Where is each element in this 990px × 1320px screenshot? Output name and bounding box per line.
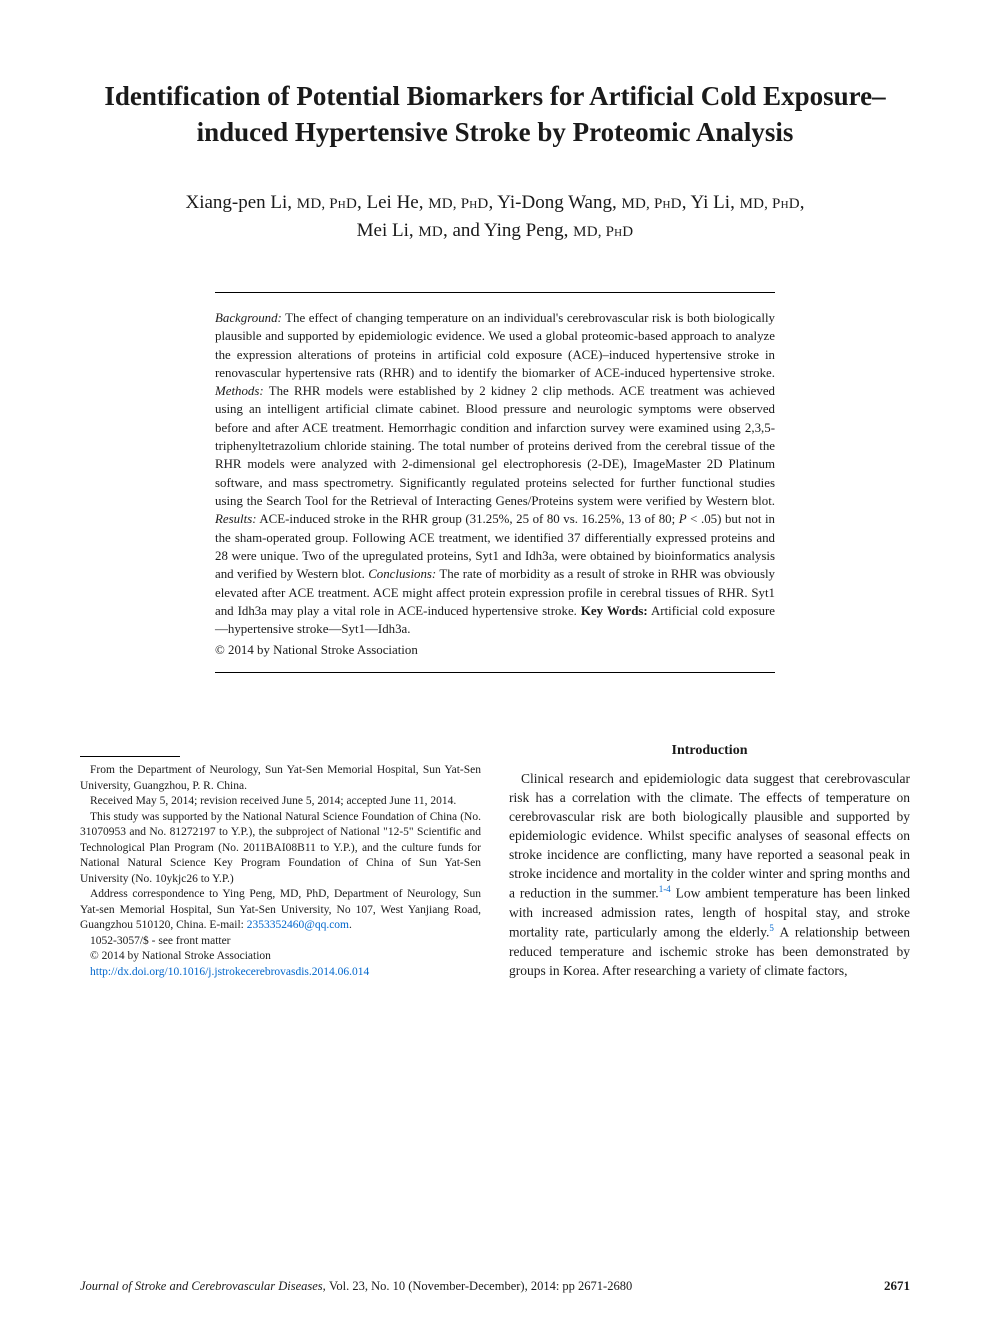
two-column-region: From the Department of Neurology, Sun Ya… bbox=[80, 743, 910, 981]
footnote-line: Received May 5, 2014; revision received … bbox=[80, 794, 481, 810]
footnote-line: http://dx.doi.org/10.1016/j.jstrokecereb… bbox=[80, 965, 481, 981]
introduction-paragraph: Clinical research and epidemiologic data… bbox=[509, 769, 910, 981]
footnotes-column: From the Department of Neurology, Sun Ya… bbox=[80, 743, 481, 981]
footnote-line: From the Department of Neurology, Sun Ya… bbox=[80, 763, 481, 794]
footnote-line: Address correspondence to Ying Peng, MD,… bbox=[80, 887, 481, 934]
footnote-line: © 2014 by National Stroke Association bbox=[80, 949, 481, 965]
introduction-column: Introduction Clinical research and epide… bbox=[509, 743, 910, 981]
journal-citation: Journal of Stroke and Cerebrovascular Di… bbox=[80, 1279, 632, 1294]
section-heading-introduction: Introduction bbox=[509, 743, 910, 759]
page-footer: Journal of Stroke and Cerebrovascular Di… bbox=[80, 1278, 910, 1294]
page-number: 2671 bbox=[884, 1278, 910, 1294]
footnote-line: 1052-3057/$ - see front matter bbox=[80, 934, 481, 950]
author-list: Xiang-pen Li, MD, PhD, Lei He, MD, PhD, … bbox=[80, 189, 910, 246]
footnotes: From the Department of Neurology, Sun Ya… bbox=[80, 763, 481, 980]
abstract-copyright: © 2014 by National Stroke Association bbox=[215, 643, 775, 658]
footnote-rule bbox=[80, 756, 180, 757]
article-title: Identification of Potential Biomarkers f… bbox=[80, 78, 910, 151]
abstract-block: Background: The effect of changing tempe… bbox=[215, 292, 775, 673]
footnote-line: This study was supported by the National… bbox=[80, 810, 481, 888]
abstract-text: Background: The effect of changing tempe… bbox=[215, 309, 775, 639]
